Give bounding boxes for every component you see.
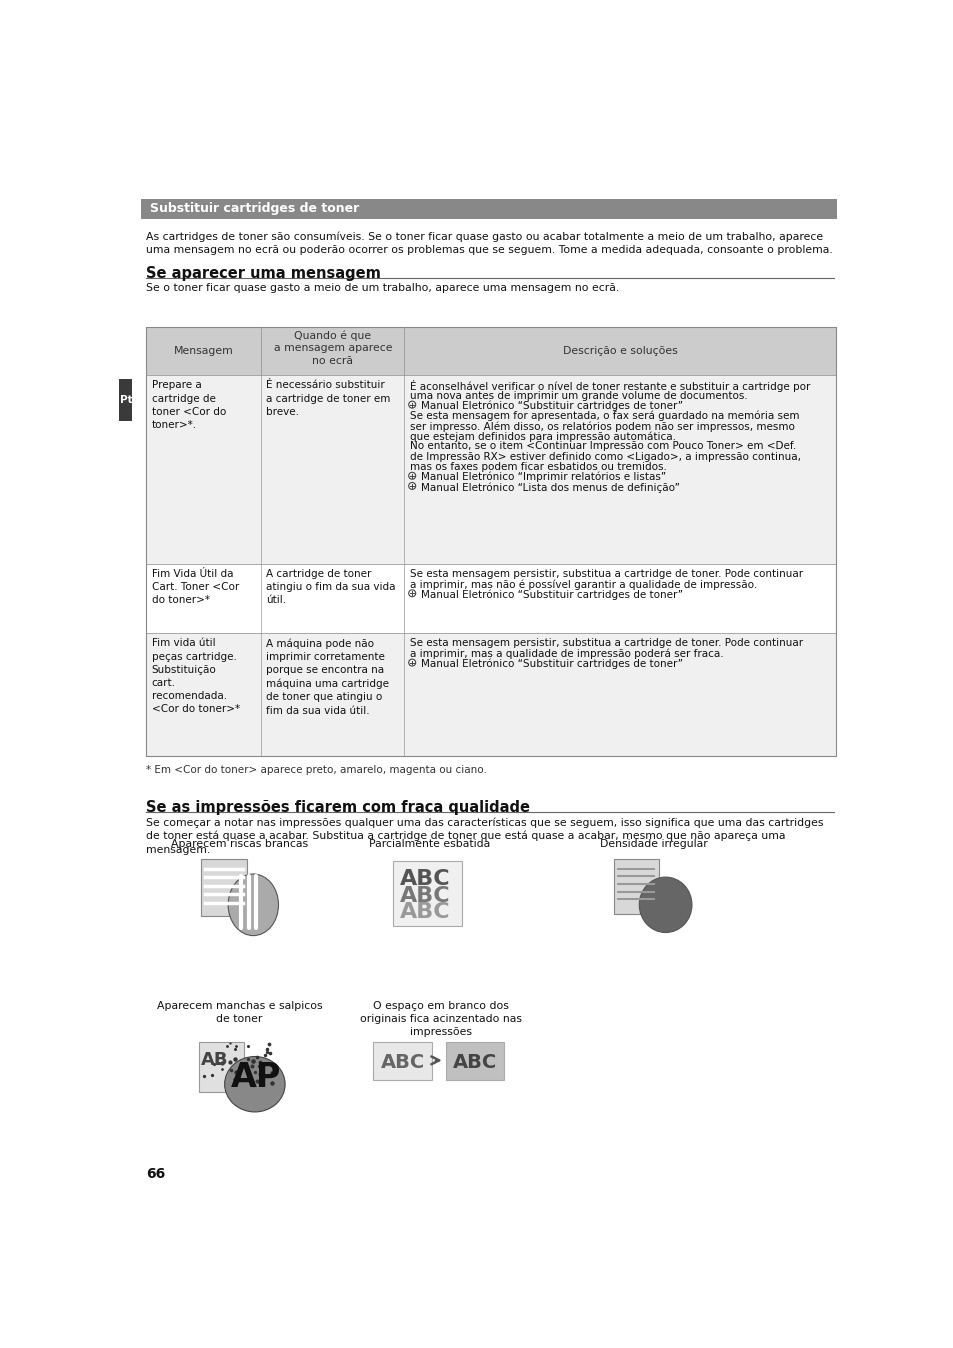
FancyBboxPatch shape [445,1042,504,1080]
Text: Se o toner ficar quase gasto a meio de um trabalho, aparece uma mensagem no ecrã: Se o toner ficar quase gasto a meio de u… [146,283,619,293]
Text: AB: AB [201,1051,228,1069]
Text: Prepare a
cartridge de
toner <Cor do
toner>*.: Prepare a cartridge de toner <Cor do ton… [152,380,226,430]
Text: Manual Eletrónico “Substituir cartridges de toner”: Manual Eletrónico “Substituir cartridges… [421,659,682,669]
Text: Descrição e soluções: Descrição e soluções [562,346,677,356]
Text: Se começar a notar nas impressões qualquer uma das características que se seguem: Se começar a notar nas impressões qualqu… [146,817,823,855]
Text: Aparecem riscas brancas: Aparecem riscas brancas [171,840,308,849]
Bar [146,634,835,756]
Text: ABC: ABC [453,1053,497,1072]
Text: 66: 66 [146,1166,166,1181]
Text: Se as impressões ficarem com fraca qualidade: Se as impressões ficarem com fraca quali… [146,801,530,816]
Text: uma nova antes de imprimir um grande volume de documentos.: uma nova antes de imprimir um grande vol… [410,391,747,400]
Text: a imprimir, mas não é possível garantir a qualidade de impressão.: a imprimir, mas não é possível garantir … [410,580,757,590]
Text: Fim vida útil
peças cartridge.
Substituição
cart.
recomendada.
<Cor do toner>*: Fim vida útil peças cartridge. Substitui… [152,639,239,714]
Text: As cartridges de toner são consumíveis. Se o toner ficar quase gasto ou acabar t: As cartridges de toner são consumíveis. … [146,231,832,255]
Text: ABC: ABC [399,886,450,906]
Text: O espaço em branco dos
originais fica acinzentado nas
impressões: O espaço em branco dos originais fica ac… [359,1002,521,1038]
Bar [146,328,835,375]
Text: É necessário substituir
a cartridge de toner em
breve.: É necessário substituir a cartridge de t… [266,380,391,417]
Text: ABC: ABC [399,903,450,922]
FancyBboxPatch shape [613,859,658,914]
Text: A máquina pode não
imprimir corretamente
porque se encontra na
máquina uma cartr: A máquina pode não imprimir corretamente… [266,639,389,716]
FancyBboxPatch shape [200,859,247,917]
Text: Manual Eletrónico “Lista dos menus de definição”: Manual Eletrónico “Lista dos menus de de… [421,483,679,492]
FancyBboxPatch shape [393,861,461,926]
Text: mas os faxes podem ficar esbatidos ou tremidos.: mas os faxes podem ficar esbatidos ou tr… [410,462,666,472]
FancyBboxPatch shape [199,1042,244,1092]
Bar [146,328,835,756]
Bar [146,375,835,563]
Text: Aparecem manchas e salpicos
de toner: Aparecem manchas e salpicos de toner [156,1002,322,1024]
Text: Quando é que
a mensagem aparece
no ecrã: Quando é que a mensagem aparece no ecrã [274,330,392,365]
Text: É aconselhável verificar o nível de toner restante e substituir a cartridge por: É aconselhável verificar o nível de tone… [410,380,809,392]
Bar [146,563,835,634]
Text: ABC: ABC [380,1053,425,1072]
Ellipse shape [639,878,691,933]
Text: de Impressão RX> estiver definido como <Ligado>, a impressão continua,: de Impressão RX> estiver definido como <… [410,452,800,461]
Ellipse shape [228,874,278,936]
Text: Se esta mensagem persistir, substitua a cartridge de toner. Pode continuar: Se esta mensagem persistir, substitua a … [410,639,802,648]
Text: Fim Vida Útil da
Cart. Toner <Cor
do toner>*: Fim Vida Útil da Cart. Toner <Cor do ton… [152,569,239,605]
FancyBboxPatch shape [373,1042,432,1080]
Text: Pt: Pt [119,395,132,406]
Text: Manual Eletrónico “Substituir cartridges de toner”: Manual Eletrónico “Substituir cartridges… [421,589,682,600]
Text: Parcialmente esbatida: Parcialmente esbatida [368,840,489,849]
Text: Substituir cartridges de toner: Substituir cartridges de toner [150,202,359,216]
Bar [141,198,836,218]
Text: Se esta mensagem for apresentada, o fax será guardado na memória sem: Se esta mensagem for apresentada, o fax … [410,411,799,422]
Text: que estejam definidos para impressão automática.: que estejam definidos para impressão aut… [410,431,675,442]
Text: No entanto, se o item <Continuar Impressão com Pouco Toner> em <Def.: No entanto, se o item <Continuar Impress… [410,441,796,452]
Text: a imprimir, mas a qualidade de impressão poderá ser fraca.: a imprimir, mas a qualidade de impressão… [410,648,722,659]
Text: * Em <Cor do toner> aparece preto, amarelo, magenta ou ciano.: * Em <Cor do toner> aparece preto, amare… [146,766,487,775]
Text: Manual Eletrónico “Imprimir relatórios e listas”: Manual Eletrónico “Imprimir relatórios e… [421,472,666,483]
Text: Se aparecer uma mensagem: Se aparecer uma mensagem [146,266,381,280]
Text: Manual Eletrónico “Substituir cartridges de toner”: Manual Eletrónico “Substituir cartridges… [421,400,682,411]
Text: AP: AP [231,1061,281,1095]
Text: ser impresso. Além disso, os relatórios podem não ser impressos, mesmo: ser impresso. Além disso, os relatórios … [410,421,794,431]
Text: A cartridge de toner
atingiu o fim da sua vida
útil.: A cartridge de toner atingiu o fim da su… [266,569,395,605]
Text: Densidade irregular: Densidade irregular [599,840,707,849]
Ellipse shape [224,1057,285,1112]
Text: ABC: ABC [399,868,450,888]
Text: Se esta mensagem persistir, substitua a cartridge de toner. Pode continuar: Se esta mensagem persistir, substitua a … [410,569,802,580]
Bar [119,379,132,421]
Text: Mensagem: Mensagem [173,346,233,356]
